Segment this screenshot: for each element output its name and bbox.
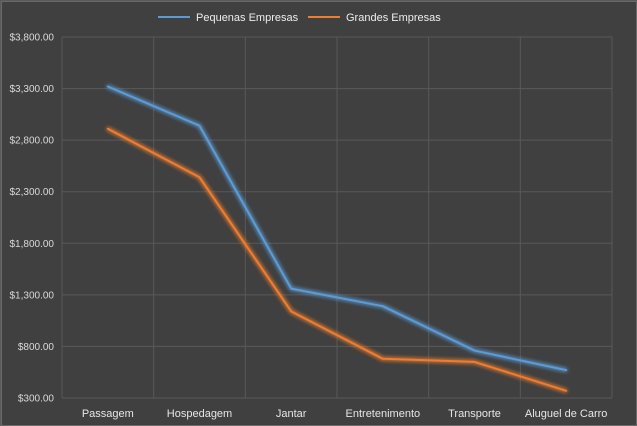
series-line-1 [106,127,568,392]
x-tick-label: Jantar [276,408,307,420]
legend: Pequenas Empresas Grandes Empresas [158,12,441,24]
y-tick-label: $2,800.00 [10,136,55,147]
x-tick-label: Passagem [82,408,134,420]
legend-label: Grandes Empresas [346,12,441,24]
x-axis: Passagem Hospedagem Jantar Entretenimento Tr… [82,408,608,420]
y-axis: $300.00 $800.00 $1,300.00 $1,800.00 $2,300.0… [10,33,55,405]
x-tick-label: Entretenimento [346,408,421,420]
y-tick-label: $1,300.00 [10,290,55,301]
y-tick-label: $2,300.00 [10,187,55,198]
y-tick-label: $1,800.00 [10,239,55,250]
y-tick-label: $3,800.00 [10,33,55,44]
gridlines [61,36,613,399]
series-line-0 [106,85,568,372]
y-tick-label: $300.00 [18,394,55,405]
x-tick-label: Aluguel de Carro [525,408,608,420]
x-tick-label: Transporte [448,408,501,420]
x-tick-label: Hospedagem [167,408,232,420]
legend-label: Pequenas Empresas [196,12,299,24]
y-tick-label: $3,300.00 [10,84,55,95]
series-lines [106,85,568,392]
y-tick-label: $800.00 [18,342,55,353]
